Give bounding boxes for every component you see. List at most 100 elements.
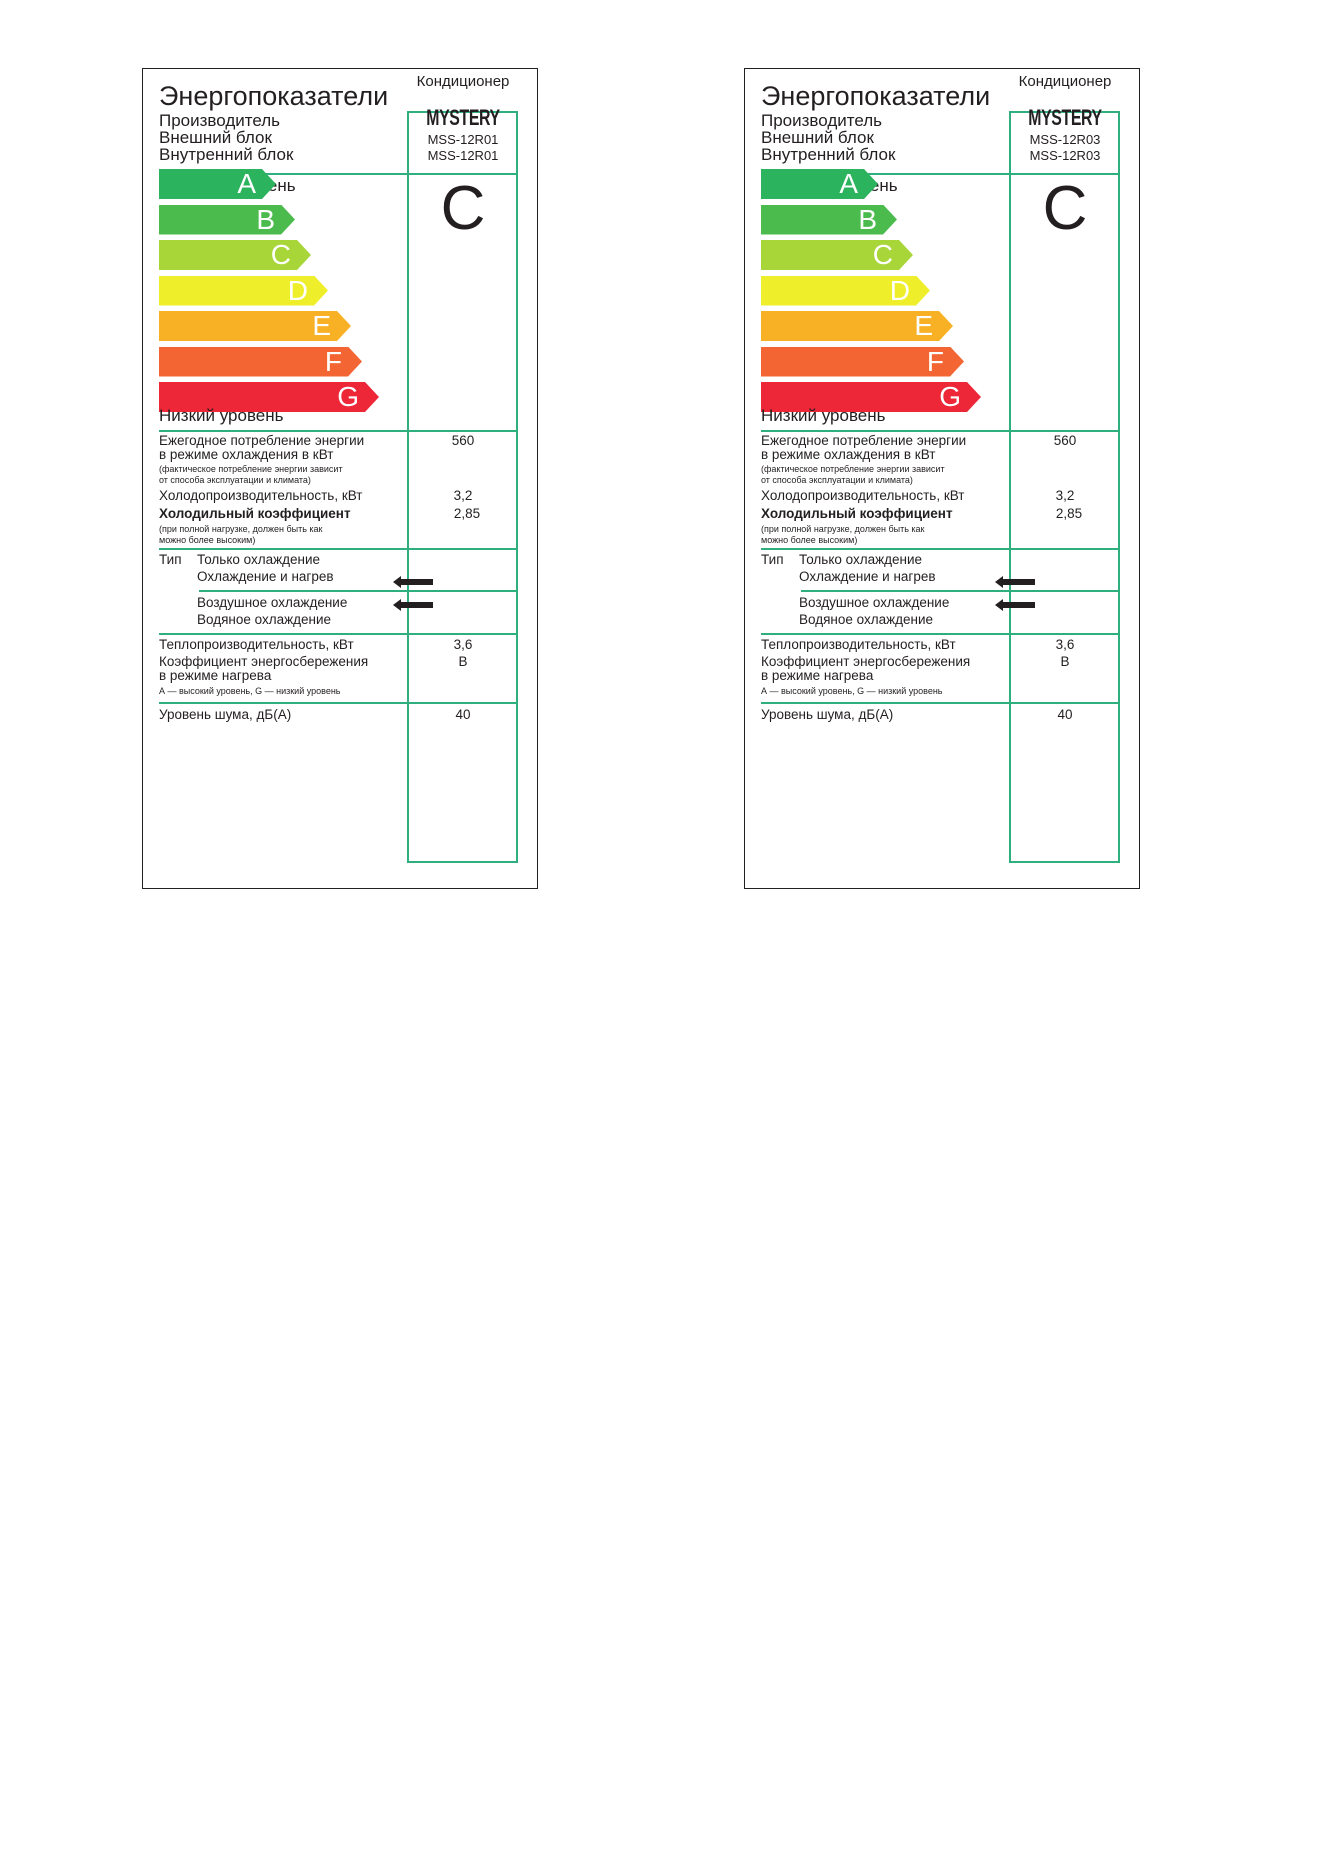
outdoor-unit-label: Внешний блок (159, 127, 272, 147)
low-level-label: Низкий уровень (159, 405, 284, 425)
energy-class-letter: B (858, 203, 877, 235)
type-label: Тип (159, 551, 182, 567)
energy-class-letter: A (839, 168, 858, 199)
appliance-type: Кондиционер (1018, 73, 1112, 90)
brand-logo: MYSTERY (1028, 105, 1102, 130)
selected-arrow-icon (995, 598, 1035, 611)
divider (159, 548, 518, 550)
energy-class-bar-b: B (159, 205, 295, 235)
selected-arrow-icon (995, 575, 1035, 588)
divider (159, 702, 518, 704)
selected-arrow-icon (393, 598, 433, 611)
eer-value: 2,85 (1055, 505, 1083, 521)
eer-note-2: можно более высоким) (761, 534, 858, 545)
annual-consumption-label-2: в режиме охлаждения в кВт (761, 446, 936, 462)
energy-class-bar-b: B (761, 205, 897, 235)
heating-capacity-label: Теплопроизводительность, кВт (159, 636, 354, 652)
indoor-model: MSS-12R03 (1029, 148, 1101, 164)
noise-level-value: 40 (1057, 706, 1073, 722)
energy-class-letter: D (889, 274, 910, 306)
heating-class-label-2: в режиме нагрева (159, 667, 272, 683)
energy-class-bar-g: G (159, 382, 379, 412)
energy-rating: C (440, 173, 486, 243)
energy-class-letter: B (256, 203, 275, 235)
energy-class-bar-e: E (159, 311, 351, 341)
energy-class-bar-a: A (761, 169, 878, 199)
annual-consumption-note: (фактическое потребление энергии зависит (159, 463, 343, 474)
energy-class-letter: A (237, 168, 256, 199)
label-title: Энергопоказатели (761, 80, 991, 111)
energy-class-bar-c: C (761, 240, 913, 270)
divider (801, 590, 1120, 592)
annual-consumption-note-2: от способа эксплуатации и климата) (761, 474, 913, 485)
energy-class-letter: E (312, 310, 331, 341)
cooling-capacity-value: 3,2 (1055, 487, 1075, 503)
type-air-cooled: Воздушное охлаждение (197, 594, 348, 610)
heating-class-note: А — высокий уровень, G — низкий уровень (761, 685, 943, 696)
eer-note: (при полной нагрузке, должен быть как (159, 523, 323, 534)
divider (159, 633, 518, 635)
heating-class-value: B (1060, 653, 1070, 669)
divider (761, 548, 1120, 550)
energy-class-bar-f: F (761, 347, 964, 377)
annual-consumption-label: Ежегодное потребление энергии (761, 432, 967, 448)
type-label: Тип (761, 551, 784, 567)
annual-consumption-note: (фактическое потребление энергии зависит (761, 463, 945, 474)
energy-class-bar-g: G (761, 382, 981, 412)
eer-value: 2,85 (453, 505, 481, 521)
label-title: Энергопоказатели (159, 80, 389, 111)
outdoor-unit-label: Внешний блок (761, 127, 874, 147)
divider (199, 590, 518, 592)
selected-arrow-icon (393, 575, 433, 588)
energy-class-bar-d: D (761, 276, 930, 306)
energy-label: Кондиционер Энергопоказатели Производитель… (142, 68, 538, 889)
cooling-capacity-label: Холодопроизводительность, кВт (159, 487, 363, 503)
values-column (407, 111, 518, 863)
annual-consumption-value: 560 (1053, 432, 1077, 448)
noise-level-value: 40 (455, 706, 471, 722)
energy-class-letter: G (939, 381, 961, 412)
heating-class-label: Коэффициент энергосбережения (159, 653, 369, 669)
cooling-capacity-label: Холодопроизводительность, кВт (761, 487, 965, 503)
heating-class-label-2: в режиме нагрева (761, 667, 874, 683)
manufacturer-label: Производитель (761, 110, 883, 130)
energy-class-bar-f: F (159, 347, 362, 377)
divider (761, 173, 1120, 175)
type-cooling-only: Только охлаждение (799, 551, 923, 567)
energy-class-letter: C (872, 239, 893, 270)
low-level-label: Низкий уровень (761, 405, 886, 425)
brand-logo: MYSTERY (426, 105, 500, 130)
manufacturer-label: Производитель (159, 110, 281, 130)
divider (761, 430, 1120, 432)
outdoor-model: MSS-12R01 (427, 132, 499, 148)
energy-class-bar-a: A (159, 169, 276, 199)
divider (159, 173, 518, 175)
energy-class-bar-c: C (159, 240, 311, 270)
annual-consumption-label: Ежегодное потребление энергии (159, 432, 365, 448)
type-cooling-only: Только охлаждение (197, 551, 321, 567)
indoor-unit-label: Внутренний блок (159, 144, 294, 164)
energy-class-letter: G (337, 381, 359, 412)
annual-consumption-note-2: от способа эксплуатации и климата) (159, 474, 311, 485)
heating-capacity-value: 3,6 (453, 636, 473, 652)
energy-class-letter: C (270, 239, 291, 270)
type-air-cooled: Воздушное охлаждение (799, 594, 950, 610)
eer-note-2: можно более высоким) (159, 534, 256, 545)
energy-class-bar-e: E (761, 311, 953, 341)
noise-level-label: Уровень шума, дБ(А) (761, 706, 894, 722)
heating-class-label: Коэффициент энергосбережения (761, 653, 971, 669)
annual-consumption-value: 560 (451, 432, 475, 448)
energy-class-bar-d: D (159, 276, 328, 306)
appliance-type: Кондиционер (416, 73, 510, 90)
indoor-model: MSS-12R01 (427, 148, 499, 164)
energy-rating: C (1042, 173, 1088, 243)
energy-class-letter: F (324, 345, 342, 377)
type-water-cooled: Водяное охлаждение (799, 611, 934, 627)
eer-label: Холодильный коэффициент (761, 505, 953, 521)
energy-class-letter: F (926, 345, 944, 377)
annual-consumption-label-2: в режиме охлаждения в кВт (159, 446, 334, 462)
heating-class-note: А — высокий уровень, G — низкий уровень (159, 685, 341, 696)
divider (761, 702, 1120, 704)
energy-class-letter: E (914, 310, 933, 341)
cooling-capacity-value: 3,2 (453, 487, 473, 503)
